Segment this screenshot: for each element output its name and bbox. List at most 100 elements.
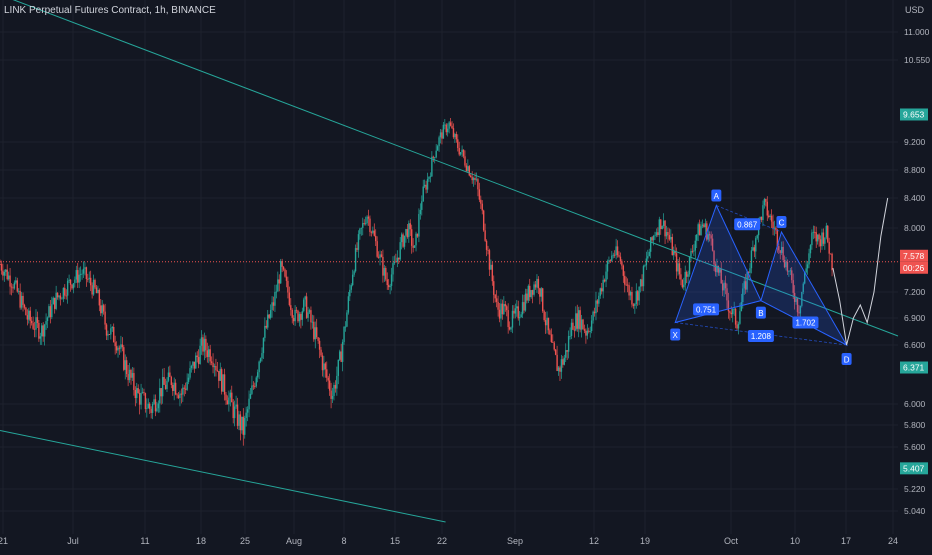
candle-body [281, 261, 283, 267]
candle-body [271, 302, 273, 311]
candle-body [595, 300, 597, 314]
candle-body [163, 377, 165, 385]
candle-body [328, 380, 331, 391]
candle-body [318, 340, 321, 350]
candle-body [821, 232, 823, 247]
candle-body [563, 357, 566, 365]
candle-body [151, 404, 154, 413]
candle-body [562, 359, 564, 365]
candle-body [259, 358, 262, 362]
candle-body [685, 271, 688, 277]
candle-body [95, 287, 98, 294]
candle-body [311, 321, 314, 323]
candle-body [45, 321, 47, 325]
candle-body [10, 286, 13, 288]
candle-body [356, 248, 358, 250]
candle-body [678, 263, 681, 275]
y-tick-label: 8.800 [904, 165, 926, 175]
candle-body [248, 398, 250, 410]
candle-body [421, 201, 423, 210]
candle-body [127, 374, 129, 381]
candle-body [455, 134, 458, 140]
candle-body [185, 388, 187, 390]
candle-body [192, 361, 194, 366]
candle-body [176, 394, 178, 396]
candle-body [791, 270, 793, 281]
candle-body [517, 306, 519, 319]
candle-body [667, 232, 669, 236]
candle-body [351, 274, 354, 286]
candle-body [779, 250, 781, 253]
candle-body [704, 223, 707, 228]
y-tick-label: 5.600 [904, 442, 926, 452]
candle-body [540, 288, 542, 297]
candle-body [740, 302, 743, 312]
candle-body [658, 219, 661, 236]
candle-body [242, 416, 244, 435]
candle-body [264, 325, 266, 338]
candle-body [531, 290, 534, 295]
candle-body [166, 380, 168, 390]
candle-body [661, 226, 663, 230]
y-tick-label: 6.900 [904, 313, 926, 323]
candle-body [462, 149, 465, 157]
candle-body [375, 235, 377, 242]
x-tick-label: 11 [140, 536, 149, 546]
pattern-point-label: D [844, 356, 850, 365]
candle-body [85, 267, 88, 280]
candle-body [734, 308, 737, 325]
candle-body [632, 304, 635, 306]
candle-body [577, 310, 580, 329]
candle-body [107, 334, 109, 336]
candle-body [831, 253, 833, 271]
candle-body [238, 414, 240, 426]
x-tick-label: 10 [790, 536, 800, 546]
candle-body [711, 238, 714, 251]
candle-body [625, 284, 627, 286]
candle-body [425, 184, 427, 190]
candle-body [233, 406, 236, 419]
candle-body [189, 368, 191, 378]
candle-body [580, 319, 583, 330]
candle-body [29, 310, 31, 321]
candle-body [110, 328, 112, 335]
candle-body [516, 306, 518, 309]
candle-body [136, 388, 138, 399]
candle-body [827, 225, 829, 242]
candle-body [16, 280, 18, 292]
candle-body [32, 323, 34, 329]
candle-body [467, 166, 469, 171]
candle-body [533, 284, 535, 295]
candle-body [828, 241, 830, 254]
candle-body [406, 229, 409, 238]
candle-body [458, 147, 460, 155]
candle-body [341, 341, 344, 362]
candle-body [291, 309, 293, 318]
candle-body [481, 203, 483, 211]
candle-body [267, 314, 269, 328]
y-tick-label: 5.800 [904, 420, 926, 430]
candle-body [527, 285, 530, 301]
candle-body [22, 295, 24, 305]
y-tick-label: 10.550 [904, 55, 930, 65]
candle-body [379, 254, 381, 258]
x-tick-label: 12 [589, 536, 599, 546]
candle-body [395, 261, 397, 263]
candle-body [71, 284, 73, 289]
candle-body [529, 285, 531, 298]
candle-body [438, 137, 440, 147]
candle-body [488, 250, 491, 270]
candle-body [670, 236, 672, 240]
candle-body [697, 224, 699, 235]
candle-body [275, 291, 278, 293]
candle-body [809, 245, 812, 254]
candle-body [278, 279, 280, 284]
candle-body [769, 215, 771, 217]
candle-body [624, 275, 626, 285]
candle-body [472, 178, 475, 181]
candle-body [688, 256, 691, 275]
candle-body [470, 175, 472, 178]
candle-body [644, 265, 646, 267]
